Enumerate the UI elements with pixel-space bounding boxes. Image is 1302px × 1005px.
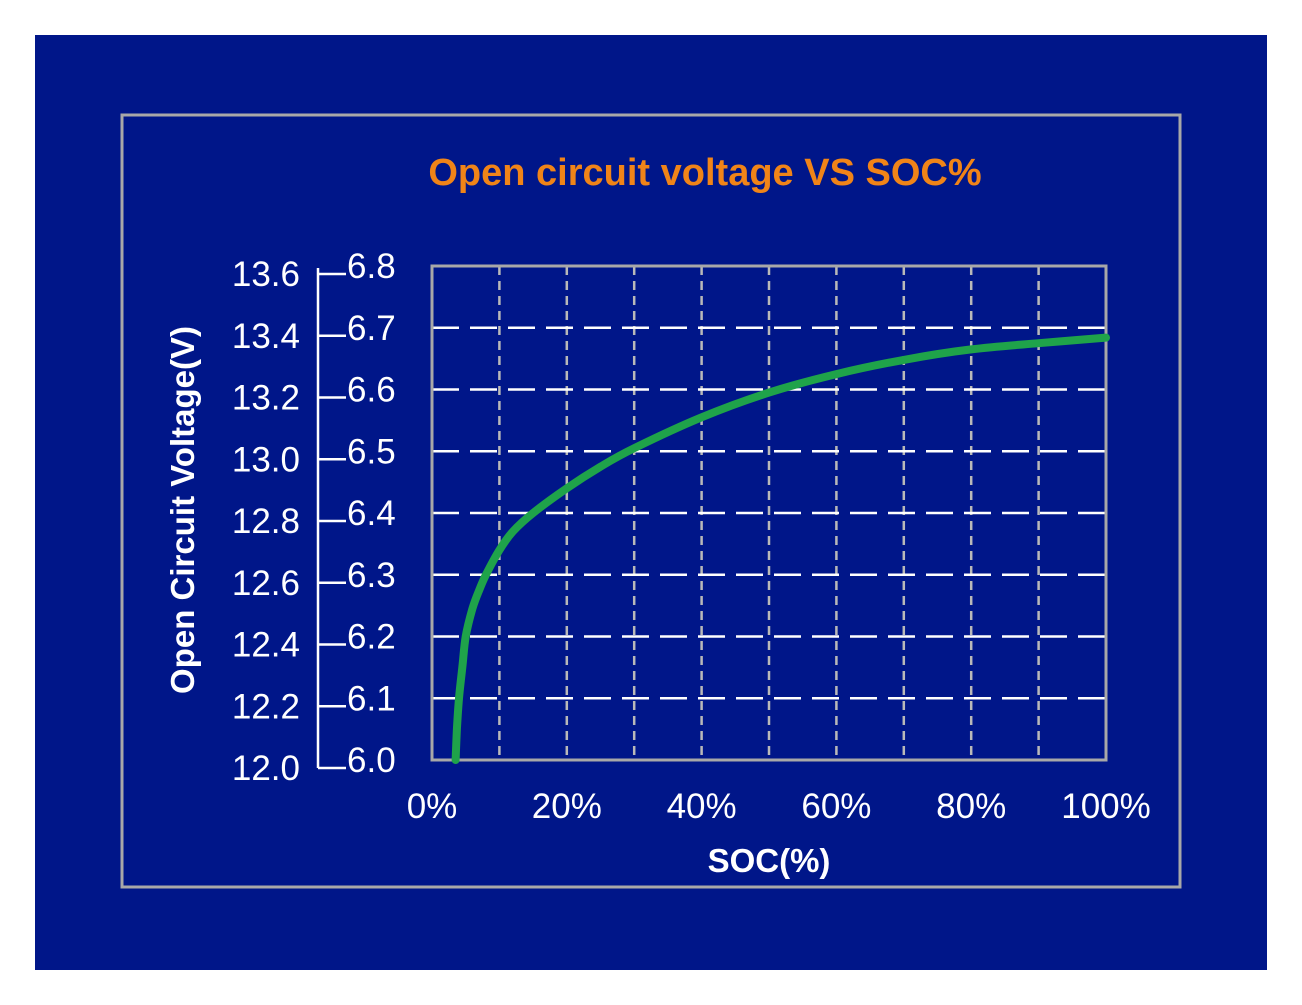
- y-tick-label-inner: 6.4: [347, 494, 396, 533]
- y-tick-label-inner: 6.6: [347, 371, 396, 410]
- series-layer: [451, 333, 1110, 764]
- x-tick-label: 100%: [1061, 787, 1151, 826]
- x-tick-label: 60%: [801, 787, 871, 826]
- y-tick-label-outer: 13.0: [232, 440, 300, 479]
- y-tick-label-inner: 6.7: [347, 309, 396, 348]
- x-tick-label: 40%: [667, 787, 737, 826]
- x-tick-label: 0%: [407, 787, 458, 826]
- y-tick-label-outer: 13.6: [232, 255, 300, 294]
- x-tick-label: 20%: [532, 787, 602, 826]
- chart-title: Open circuit voltage VS SOC%: [428, 152, 981, 194]
- y-tick-label-inner: 6.0: [347, 741, 396, 780]
- y-tick-label-outer: 12.8: [232, 502, 300, 541]
- y-tick-label-outer: 12.4: [232, 626, 300, 665]
- y-tick-label-outer: 12.2: [232, 687, 300, 726]
- y-tick-label-outer: 12.0: [232, 749, 300, 788]
- y-tick-label-inner: 6.1: [347, 679, 396, 718]
- axes: 6.0 12.0 6.1 12.2 6.2 12.4 6.3 12.6 6.4 12.8 6.5 13…: [232, 247, 1151, 826]
- y-tick-label-outer: 13.4: [232, 317, 300, 356]
- chart-frame: [120, 113, 1182, 889]
- y-tick-label-inner: 6.5: [347, 432, 396, 471]
- y-tick-label-outer: 13.2: [232, 379, 300, 418]
- ocv-curve: [451, 333, 1110, 764]
- y-tick-label-outer: 12.6: [232, 564, 300, 603]
- x-axis-label: SOC(%): [708, 842, 831, 879]
- grid: [432, 266, 1106, 760]
- y-tick-label-inner: 6.3: [347, 556, 396, 595]
- y-tick-label-inner: 6.8: [347, 247, 396, 286]
- y-tick-label-inner: 6.2: [347, 618, 396, 657]
- plot-border: [430, 264, 1108, 762]
- slide-background: [35, 35, 1267, 970]
- x-tick-label: 80%: [936, 787, 1006, 826]
- y-axis-label: Open Circuit Voltage(V): [164, 326, 201, 694]
